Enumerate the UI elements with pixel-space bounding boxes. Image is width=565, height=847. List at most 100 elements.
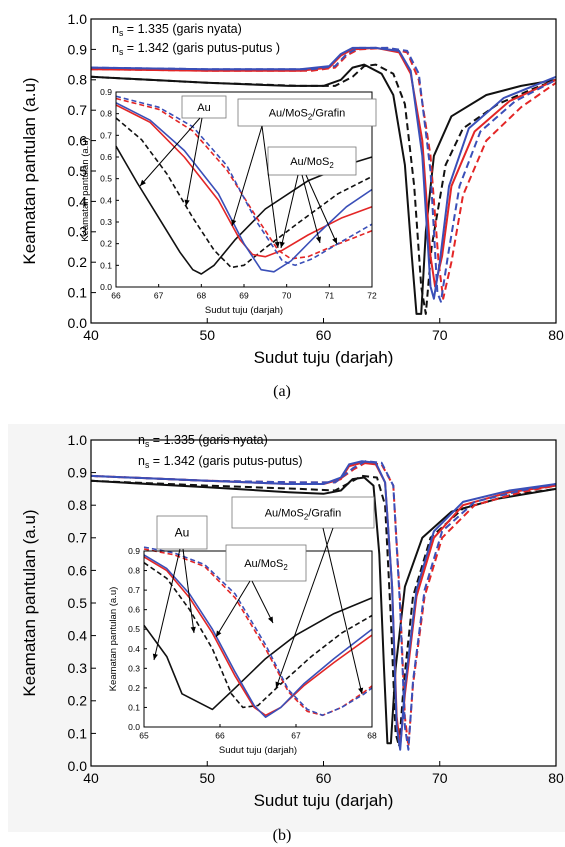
b-note-line-2: ns = 1.342 (garis putus-putus) [138,454,303,470]
b-main-y-tick-label: 1.0 [68,432,88,448]
a-main-x-tick-label: 60 [316,327,332,343]
a-arrow-5-line [280,174,299,249]
a-label-au-mos2-grafin-box [237,98,377,127]
b-main-y-tick-label: 0.7 [68,530,88,546]
a-main-series-line-5 [90,46,557,300]
b-main-x-tick-label: 40 [83,770,99,786]
b-main-x-axis-label: Sudut tuju (darjah) [254,791,394,810]
b-label-au-mos2-grafin-box [231,496,375,529]
a-main-y-tick-label: 0.0 [68,315,88,331]
a-arrow-4-line [261,125,279,249]
a-arrow-1-head [140,179,146,186]
b-label-au-mos2: Au/MoS2 [244,558,288,572]
b-inset-y-tick-label: 0.9 [128,546,140,556]
b-inset-y-tick-label: 0.7 [128,585,140,595]
b-arrow-5-line [275,527,334,689]
a-inset-y-tick-label: 0.6 [100,152,112,162]
b-main-y-tick-label: 0.4 [68,628,88,644]
panel-b: 40 50 60 70 80 0.0 0.1 0.2 0.3 0.4 0.5 0.6 0.7 0.8 0.9… [20,432,564,844]
b-inset-series-line-5 [143,554,373,718]
a-inset-x-tick-label: 71 [325,291,335,301]
b-main-y-tick-label: 0.6 [68,562,88,578]
b-main-y-tick-label: 0.0 [68,758,88,774]
a-arrow-6-line [301,174,321,244]
b-label-au-mos2-box [225,544,307,582]
a-main-y-tick-label: 0.2 [68,254,88,270]
b-main-x-tick-label: 70 [432,770,448,786]
b-main-y-tick-label: 0.8 [68,497,88,513]
b-inset-y-tick-label: 0.3 [128,663,140,673]
a-inset-y-tick-label: 0.5 [100,174,112,184]
b-main-x-tick-label: 50 [199,770,215,786]
a-inset-y-tick-label: 0.9 [100,87,112,97]
a-inset-y-tick-label: 0.8 [100,109,112,119]
a-main-series-line-6 [90,46,557,303]
a-inset-y-tick-label: 0.7 [100,130,112,140]
b-main-y-axis-label: Keamatan pantulan (a.u) [20,509,39,696]
a-arrow-2-head [184,199,190,206]
b-inset-series-line-4 [143,548,373,717]
a-main-x-tick-label: 40 [83,327,99,343]
a-inset-y-tick-label: 0.3 [100,217,112,227]
a-inset-series-line-6 [115,95,373,267]
a-inset-y-tick-label: 0.4 [100,195,112,205]
b-main-x-tick-label: 80 [548,770,564,786]
b-inset-y-tick-label: 0.2 [128,683,140,693]
b-main-series-group [90,460,557,751]
a-main-y-tick-label: 0.3 [68,224,88,240]
panel-b-caption: (b) [273,827,292,844]
a-main-y-tick-label: 0.9 [68,41,88,57]
b-main-y-tick-label: 0.5 [68,595,88,611]
a-arrow-4-head [274,241,280,248]
a-arrow-3-head [231,219,237,226]
b-arrow-1-line [153,548,181,661]
b-arrow-4-line [251,580,274,624]
b-inset-x-tick-label: 65 [139,731,149,741]
a-arrow-6-head [315,236,321,243]
a-main-series-line-2 [90,63,557,315]
b-arrow-5-head [275,681,281,688]
a-inset-x-axis-label: Sudut tuju (darjah) [205,305,283,316]
b-inset-series-group [143,546,373,718]
a-main-y-tick-label: 0.7 [68,102,88,118]
b-arrow-2-line [182,548,195,634]
b-main-y-tick-label: 0.3 [68,660,88,676]
b-inset-series-line-2 [143,562,373,709]
a-inset-series-line-1 [115,145,373,275]
b-inset-y-tick-label: 0.4 [128,644,140,654]
a-label-au-mos2-grafin: Au/MoS2/Grafin [269,107,346,121]
a-main-x-tick-label: 50 [199,327,215,343]
a-arrow-5-head [279,241,285,248]
a-inset-series-line-3 [115,104,373,258]
b-main-y-tick-label: 0.1 [68,725,88,741]
a-arrow-1-line [139,117,201,187]
b-inset-y-tick-label: 0.0 [128,722,140,732]
b-main-y-tick-label: 0.2 [68,693,88,709]
b-inset-y-axis-label: Keamatan pantulan (a.u) [108,587,119,692]
a-main-y-tick-label: 1.0 [68,11,88,27]
a-label-au-mos2-box [267,146,357,176]
a-note-line-1: ns = 1.335 (garis nyata) [112,22,242,38]
b-arrow-4-head [267,616,273,623]
panel-a-caption: (a) [273,383,291,400]
b-arrow-3-line [215,580,251,638]
a-main-y-axis-label: Keamatan pantulan (a.u) [20,77,39,264]
a-main-y-tick-label: 0.5 [68,163,88,179]
b-arrow-6-line [322,527,363,695]
a-main-series-group [90,46,557,315]
b-main-series-line-5 [90,460,557,751]
a-inset-x-tick-label: 67 [154,291,164,301]
b-label-au-mos2-grafin: Au/MoS2/Grafin [265,507,342,521]
a-note-line-2: ns = 1.342 (garis putus-putus ) [112,41,280,57]
b-inset-series-line-1 [143,597,373,711]
b-inset-y-tick-label: 0.8 [128,566,140,576]
a-inset-x-tick-label: 72 [367,291,377,301]
a-arrow-3-line [231,125,263,227]
a-main-x-tick-label: 70 [432,327,448,343]
a-main-y-tick-label: 0.6 [68,133,88,149]
a-main-x-tick-label: 80 [548,327,564,343]
a-inset-x-tick-label: 68 [197,291,207,301]
a-inset-series-line-4 [115,97,373,260]
b-inset-x-tick-label: 67 [291,731,301,741]
b-inset-x-axis-label: Sudut tuju (darjah) [219,745,297,756]
